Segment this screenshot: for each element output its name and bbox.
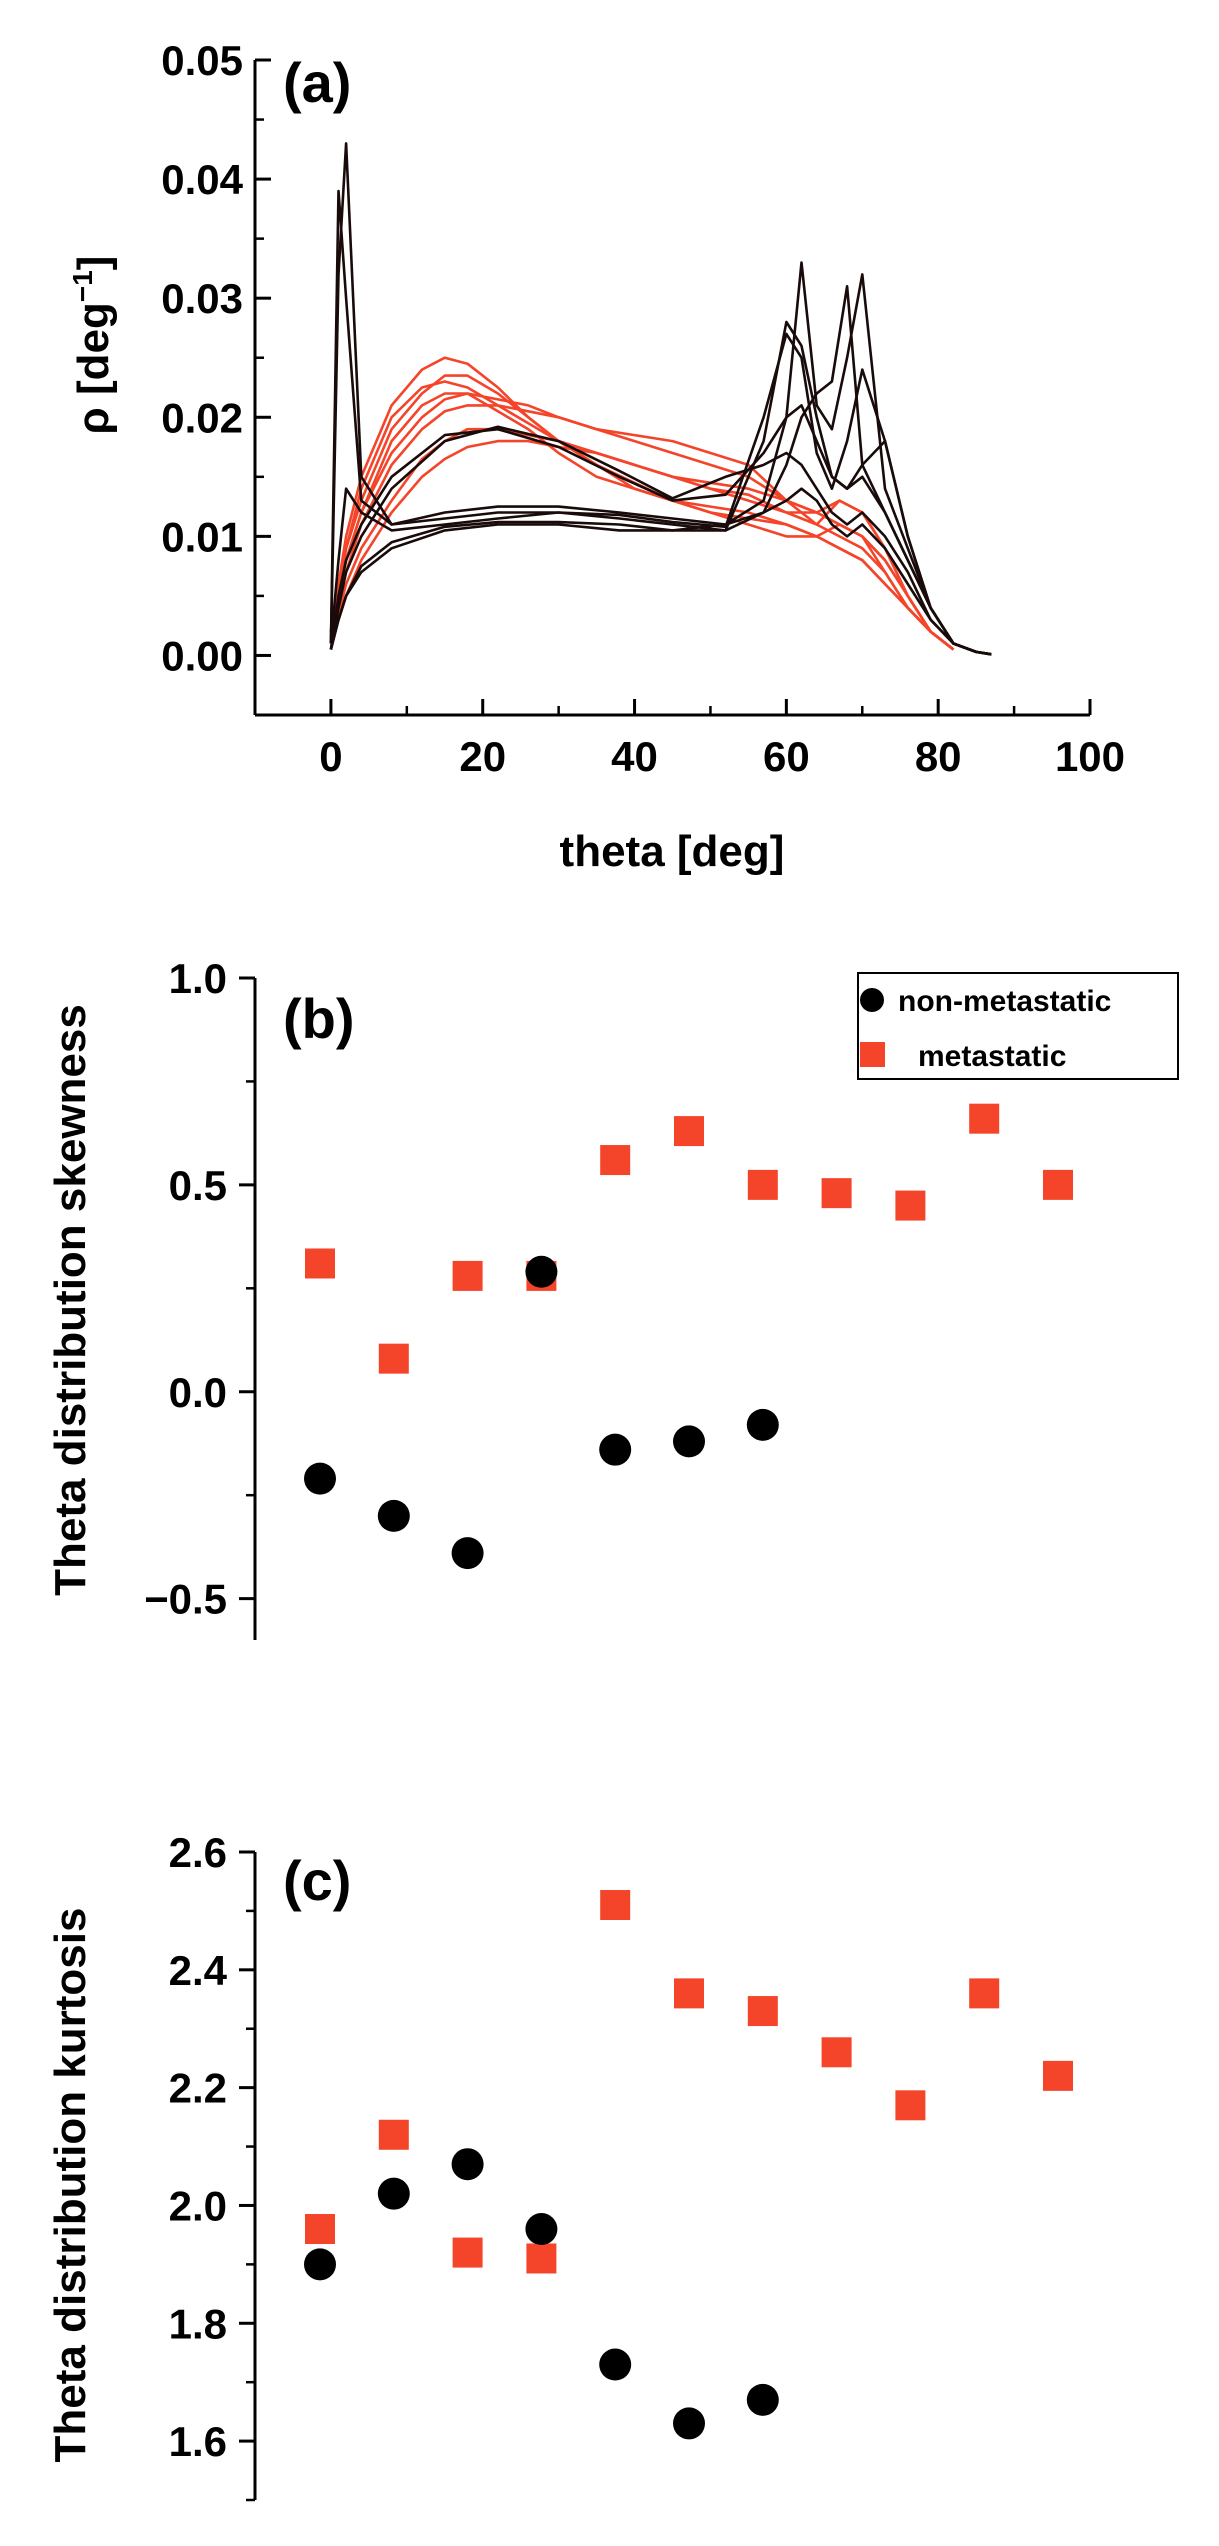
panel-c-label: (c)	[283, 1849, 351, 1912]
panel-a-line-non-metastatic-14	[329, 425, 992, 656]
panel-a-x-tick-label: 80	[915, 733, 962, 780]
panel-c-point-non-metastatic	[673, 2407, 705, 2440]
panel-b-point-metastatic	[821, 1178, 852, 1209]
panel-c-point-metastatic	[526, 2243, 557, 2274]
panel-a-line-metastatic-5	[329, 427, 955, 651]
panel-a-x-tick-label: 40	[611, 733, 658, 780]
panel-a-line-non-metastatic-10	[329, 142, 992, 656]
panel-b-point-metastatic	[378, 1343, 409, 1374]
panel-a-y-axis-title-sup: −1	[67, 270, 98, 302]
panel-c-y-tick-label: 2.4	[169, 1947, 228, 1994]
panel-a-x-axis-title: theta [deg]	[560, 827, 785, 876]
panel-b-point-metastatic	[747, 1169, 778, 1200]
legend-label-metastatic: metastatic	[918, 1040, 1066, 1073]
panel-a-theta-density: 0.00 0.01 0.02 0.03 0.04 0.05 0 20 40 60 80 100 (a)…	[67, 37, 1125, 876]
panel-a-y-tick-label: 0.05	[161, 37, 243, 84]
panel-a-y-tick-label: 0.00	[161, 632, 243, 679]
panel-b-point-non-metastatic	[525, 1255, 558, 1288]
panel-a-series-lines	[329, 142, 992, 656]
panel-a-y-tick-label: 0.02	[161, 394, 243, 441]
panel-c-point-non-metastatic	[525, 2213, 558, 2246]
legend-label-non-metastatic: non-metastatic	[898, 985, 1111, 1018]
panel-c-y-tick-label: 1.8	[169, 2300, 227, 2347]
panel-b-skewness: −0.5 0.0 0.5 1.0 (b) Theta distribution ske…	[46, 955, 1179, 1640]
panel-c-point-metastatic	[452, 2237, 483, 2268]
panel-a-line-metastatic-8	[329, 392, 955, 651]
panel-a-y-tick-label: 0.01	[161, 513, 243, 560]
panel-c-point-metastatic	[821, 2037, 852, 2068]
panel-b-y-axis-title: Theta distribution skewness	[46, 1004, 95, 1596]
panel-a-x-tick-label: 0	[319, 733, 342, 780]
panel-b-point-metastatic	[600, 1145, 631, 1176]
panel-c-y-tick-label: 2.2	[169, 2065, 227, 2112]
panel-a-x-tick-label: 20	[459, 733, 506, 780]
panel-c-point-non-metastatic	[599, 2348, 632, 2381]
panel-b-y-tick-label: 0.0	[169, 1369, 227, 1416]
panel-b-point-non-metastatic	[377, 1499, 410, 1532]
panel-a-line-metastatic-7	[329, 439, 955, 651]
panel-c-point-metastatic	[747, 1996, 778, 2027]
panel-c-point-metastatic	[378, 2119, 409, 2150]
panel-a-line-metastatic-3	[329, 392, 955, 651]
panel-b-point-non-metastatic	[746, 1408, 779, 1441]
panel-a-axes: 0.00 0.01 0.02 0.03 0.04 0.05 0 20 40 60 80 100	[161, 37, 1125, 780]
panel-a-line-non-metastatic-12	[329, 320, 992, 656]
panel-a-y-axis-title-close: ]	[69, 256, 118, 271]
panel-c-y-tick-label: 2.6	[169, 1829, 227, 1876]
panel-c-y-tick-label: 1.6	[169, 2418, 227, 2465]
panel-a-line-non-metastatic-15	[329, 487, 992, 656]
panel-b-point-metastatic	[895, 1190, 926, 1221]
panel-a-line-metastatic-1	[329, 356, 955, 651]
panel-b-y-tick-label: −0.5	[144, 1576, 227, 1623]
panel-a-line-non-metastatic-13	[329, 404, 992, 656]
panel-b-label: (b)	[283, 987, 355, 1050]
panel-c-y-axis-title: Theta distribution kurtosis	[46, 1908, 95, 2463]
panel-c-point-non-metastatic	[746, 2383, 779, 2416]
legend-marker-metastatic	[860, 1042, 885, 1067]
panel-a-x-tick-label: 60	[763, 733, 810, 780]
panel-b-legend: non-metastatic metastatic	[857, 972, 1179, 1080]
panel-c-point-metastatic	[305, 2214, 335, 2245]
panel-c-point-metastatic	[674, 1978, 704, 2009]
panel-b-point-non-metastatic	[599, 1433, 632, 1466]
panel-a-y-axis-title-main: ρ [deg	[69, 302, 118, 434]
panel-a-line-metastatic-4	[329, 404, 955, 651]
panel-a-y-tick-label: 0.04	[161, 156, 243, 203]
panel-b-point-metastatic	[452, 1260, 483, 1291]
panel-b-point-metastatic	[674, 1116, 704, 1147]
panel-c-axes: 1.6 1.8 2.0 2.2 2.4 2.6	[169, 1829, 257, 2502]
panel-a-y-axis-title: ρ [deg−1]	[67, 256, 118, 435]
panel-c-kurtosis: 1.6 1.8 2.0 2.2 2.4 2.6 (c) Theta distributio…	[46, 1829, 1073, 2502]
panel-c-points	[304, 1890, 1073, 2440]
panel-b-point-non-metastatic	[673, 1425, 705, 1458]
panel-c-point-metastatic	[600, 1890, 631, 1921]
panel-c-point-metastatic	[969, 1978, 1000, 2009]
panel-b-point-metastatic	[305, 1248, 335, 1279]
panel-b-point-metastatic	[1043, 1169, 1073, 1200]
panel-b-y-tick-label: 1.0	[169, 955, 227, 1002]
panel-c-y-tick-label: 2.0	[169, 2182, 227, 2229]
panel-c-point-non-metastatic	[377, 2177, 410, 2210]
panel-a-x-tick-label: 100	[1055, 733, 1125, 780]
panel-a-y-tick-label: 0.03	[161, 275, 243, 322]
panel-b-y-tick-label: 0.5	[169, 1162, 227, 1209]
panel-c-point-metastatic	[1043, 2060, 1073, 2091]
panel-b-point-metastatic	[969, 1103, 1000, 1134]
panel-b-points	[304, 1103, 1073, 1570]
panel-b-point-non-metastatic	[304, 1462, 336, 1495]
panel-c-point-non-metastatic	[304, 2248, 336, 2281]
panel-b-axes: −0.5 0.0 0.5 1.0	[144, 955, 257, 1640]
legend-marker-non-metastatic	[860, 988, 884, 1012]
panel-c-point-non-metastatic	[451, 2148, 484, 2181]
legend-box	[857, 972, 1179, 1080]
panel-b-point-non-metastatic	[451, 1537, 484, 1570]
panel-a-label: (a)	[283, 51, 351, 114]
panel-c-point-metastatic	[895, 2090, 926, 2121]
